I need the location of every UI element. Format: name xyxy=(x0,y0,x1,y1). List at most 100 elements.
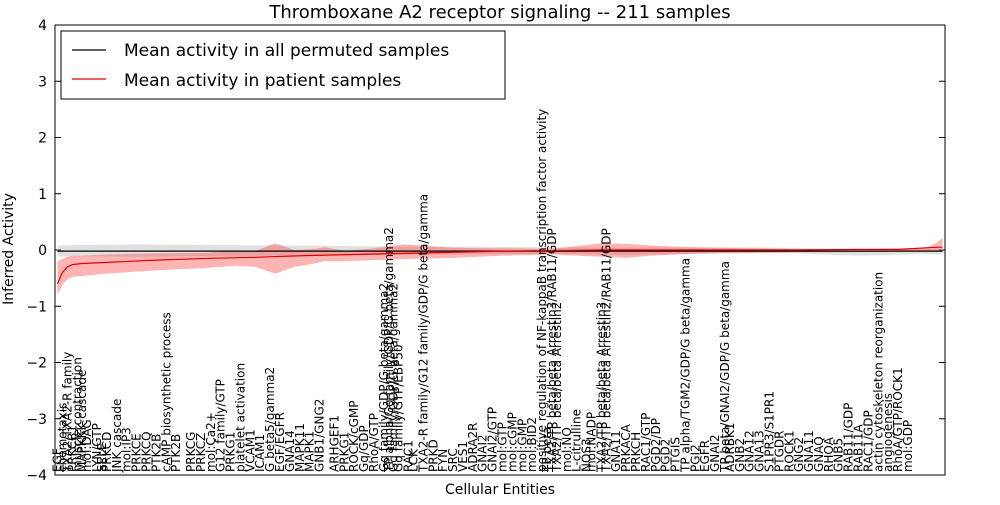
entity-label: TXA2/TP beta/beta Arrestin2 xyxy=(550,302,564,473)
entity-label: GNG2 xyxy=(792,437,806,472)
entity-label: Gq family/GDP/G beta/gamma2 xyxy=(387,283,401,472)
entity-label: mol:GMP xyxy=(515,419,529,472)
entity-label: RAB11/GDP xyxy=(842,403,856,472)
entity-label: PRKCZ xyxy=(194,433,208,472)
entity-label: PRKG1 xyxy=(224,432,238,472)
entity-label: GNB5 xyxy=(832,438,846,472)
entity-label: chemotaxis xyxy=(55,403,69,472)
entity-label: ADRBK1 xyxy=(723,422,737,472)
entity-label: PRKACA xyxy=(619,423,633,472)
entity-label: GNB1/GNG2 xyxy=(313,399,327,472)
entity-label: TP beta/GNAI2/GDP/G beta/gamma xyxy=(718,261,732,473)
entity-label: GNAI2/GTP xyxy=(486,407,500,472)
entity-label: GNA11 xyxy=(802,430,816,472)
entity-label: mol:IP3 xyxy=(120,427,134,472)
entity-label: GNAI2 xyxy=(708,434,722,472)
entity-label: PTK2B xyxy=(169,434,183,472)
patient-band xyxy=(57,237,943,295)
entity-label: LYN/GTP xyxy=(90,423,104,472)
entity-label: FYN xyxy=(436,449,450,472)
entity-label: PRKCE xyxy=(130,433,144,472)
entity-label: cAMP biosynthetic process xyxy=(159,312,173,472)
entity-label: RhoA/GTP/ROCK1 xyxy=(891,367,905,472)
entity-label: TXA2/TP beta/beta Arrestin3 xyxy=(594,302,608,473)
entity-label: TP beta xyxy=(540,427,554,473)
y-tick-label: 3 xyxy=(38,74,47,90)
entity-label: GNA12 xyxy=(743,430,757,472)
entity-label: PTGDR xyxy=(772,431,786,472)
entity-label: ROCK/cGMP xyxy=(347,400,361,472)
entity-label: ICAM1 xyxy=(253,434,267,472)
entity-label: RHOA xyxy=(822,436,836,472)
y-tick-label: −2 xyxy=(26,356,47,372)
entity-label: GNA11 xyxy=(609,430,623,472)
entity-label: EGF xyxy=(50,448,64,472)
entity-label: platelet activation xyxy=(233,363,247,472)
series-lines xyxy=(56,246,943,284)
y-tick-label: 0 xyxy=(38,243,47,259)
entity-label: mol:GTP xyxy=(495,422,509,472)
entity-label: L-citrulline xyxy=(570,409,584,472)
entity-label: PRKCH xyxy=(629,432,643,472)
entity-label: PRKCG xyxy=(184,432,198,472)
x-axis-title: Cellular Entities xyxy=(445,482,555,498)
y-tick-label: −3 xyxy=(26,412,47,428)
entity-label: MAPK1 xyxy=(303,431,317,472)
entity-label: NOS3 xyxy=(580,438,594,472)
entity-label: RAC1 xyxy=(402,440,416,472)
entity-label: GNA14 xyxy=(283,430,297,472)
confidence-bands xyxy=(57,237,943,295)
entity-label: TXA2/TP beta/beta Arrestin3/RAB11/GDP xyxy=(545,228,559,473)
entity-label: PGD2 xyxy=(659,439,673,472)
entity-label: mol:GDP xyxy=(901,420,915,472)
entity-label: PRKCD xyxy=(100,432,114,472)
entity-label: PRKCB1 xyxy=(65,425,79,472)
entity-label: VES1 xyxy=(456,441,470,472)
patient-mean-line xyxy=(56,246,943,284)
entity-label: actin cytoskeleton reorganization xyxy=(871,272,885,472)
entity-label: LCK xyxy=(406,448,420,472)
legend-label-permuted: Mean activity in all permuted samples xyxy=(124,41,449,61)
entity-label: GNAI2 xyxy=(476,434,490,472)
y-tick-label: −4 xyxy=(26,468,47,484)
entity-label: mol:cGMP xyxy=(505,412,519,472)
entity-label: TXA2/TP beta/beta Arrestin2/RAB11/GDP xyxy=(599,228,613,473)
entity-label: MAPKKK cascade xyxy=(75,370,89,472)
y-axis-title: Inferred Activity xyxy=(1,193,17,305)
entity-label: mol:NO xyxy=(560,427,574,472)
entity-label: ROCK1 xyxy=(782,430,796,472)
legend-label-patient: Mean activity in patient samples xyxy=(124,71,401,91)
entity-label: mol:DAG xyxy=(80,419,94,472)
entity-label: S1PR3/S1PR1 xyxy=(762,391,776,472)
chart-title: Thromboxane A2 receptor signaling -- 211… xyxy=(268,2,730,23)
entity-label: SELE xyxy=(95,443,109,472)
y-tick-label: 1 xyxy=(38,187,47,203)
entity-label: GNB2 xyxy=(733,438,747,472)
entity-label: Gq family/GDP/G beta/gamma2 xyxy=(377,283,391,472)
y-tick-label: −1 xyxy=(26,299,47,315)
entity-label: muscle contraction xyxy=(70,357,84,472)
entity-label: EGF/EGFR xyxy=(273,412,287,472)
entity-label: positive regulation of NF-kappaB transcr… xyxy=(535,109,549,472)
entity-label: GNAQ xyxy=(812,436,826,472)
entity-label: mol:BID2 xyxy=(525,417,539,472)
entity-label: TXA2-R family/G12 family/GDP/G beta/gamm… xyxy=(416,194,430,473)
entity-label: G beta5/gamma2 xyxy=(263,367,277,472)
plot-area-frame xyxy=(54,24,946,476)
entity-label: PRKCQ xyxy=(139,431,153,472)
entity-label: TXA2/TXA2-R family xyxy=(60,352,74,473)
y-tick-label: 4 xyxy=(38,18,47,34)
legend: Mean activity in all permuted samples Me… xyxy=(60,30,506,100)
entity-label: mol:Ca2+ xyxy=(204,412,218,472)
y-axis-ticks: −4 −3 −2 −1 0 1 2 3 4 xyxy=(26,18,945,484)
entity-label: GNA13 xyxy=(753,430,767,472)
entity-label: Gq family/GTP/EBP50 xyxy=(392,344,406,472)
entity-label: PGD2/DP xyxy=(649,418,663,472)
entity-label: ARHGEF1 xyxy=(327,415,341,472)
entity-label: MAPK11 xyxy=(293,423,307,472)
entity-label: EGFR xyxy=(698,440,712,472)
entity-label: PTGIS xyxy=(669,437,683,472)
